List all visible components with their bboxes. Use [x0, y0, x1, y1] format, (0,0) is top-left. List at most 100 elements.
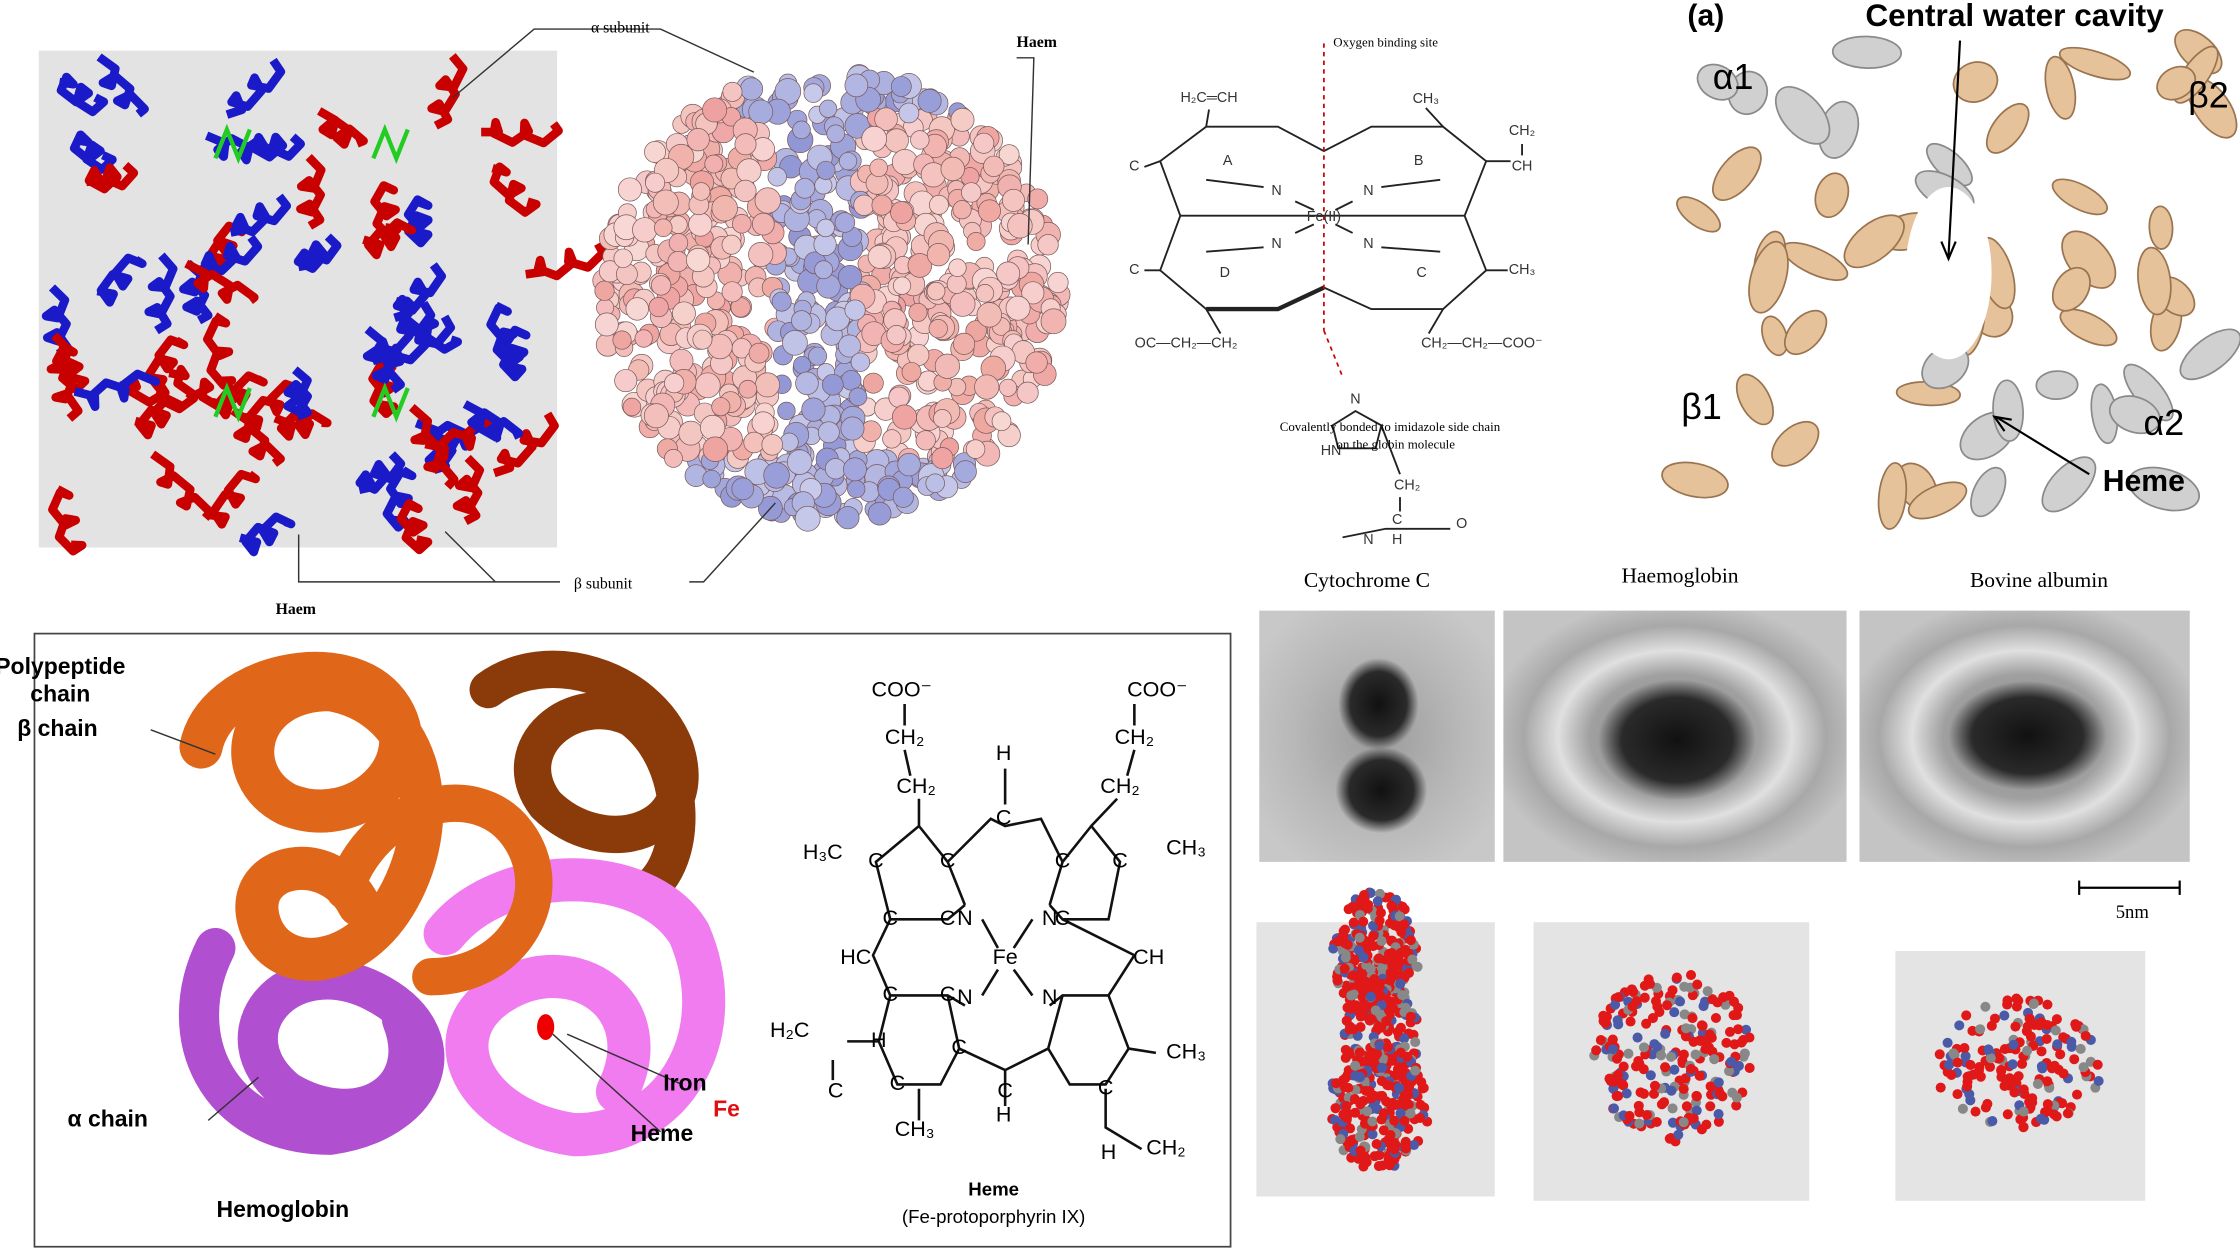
atom: [2080, 1030, 2091, 1042]
atom: [1733, 1024, 1744, 1035]
atom-label: H: [1392, 532, 1402, 548]
helix: [2148, 205, 2174, 250]
atom: [1598, 1016, 1609, 1027]
atom: [2052, 1039, 2063, 1050]
atom: [1342, 1069, 1353, 1080]
atom-label: OC—CH₂—CH₂: [1135, 335, 1238, 351]
atom: [1343, 1082, 1354, 1093]
helix: [486, 301, 524, 368]
atom: [1342, 939, 1353, 950]
atom: [1983, 1044, 1994, 1055]
atom: [1692, 979, 1703, 990]
atom: [2042, 1020, 2053, 1031]
atom: [950, 107, 975, 132]
haem-group: [213, 123, 252, 165]
atom: [743, 431, 765, 454]
atom: [1686, 1064, 1697, 1075]
atom: [1348, 917, 1359, 928]
atom-label: C: [996, 806, 1012, 830]
atom: [2093, 1075, 2104, 1087]
helix: [96, 53, 149, 118]
helix: [1774, 86, 1831, 145]
atom: [808, 346, 828, 366]
atom: [925, 473, 945, 493]
atom: [1678, 1083, 1689, 1094]
atom-label: C: [828, 1078, 844, 1102]
helix: [499, 325, 531, 382]
atom: [1359, 889, 1370, 901]
atom: [1731, 1010, 1742, 1021]
atom: [2050, 1025, 2061, 1036]
atom: [1373, 1161, 1384, 1172]
atom: [1706, 1032, 1717, 1043]
ribbon-model: [41, 53, 608, 557]
atom: [1385, 975, 1396, 986]
atom: [1399, 1033, 1410, 1044]
atom-label: B: [1414, 153, 1424, 169]
atom: [1717, 1091, 1728, 1102]
atom: [2002, 999, 2013, 1010]
atom: [1970, 1106, 1981, 1117]
atom-label: N: [957, 906, 973, 930]
atom: [678, 420, 704, 446]
helix: [2108, 395, 2161, 435]
atom: [643, 403, 669, 429]
atom: [1634, 1118, 1645, 1129]
atom: [2007, 1059, 2018, 1070]
atom: [853, 194, 875, 216]
atom: [1389, 963, 1400, 974]
atom-label: C: [1416, 265, 1426, 281]
em-title: Bovine albumin: [1970, 568, 2108, 592]
helix: [197, 234, 263, 276]
atom: [1405, 1011, 1416, 1022]
atom: [816, 218, 835, 238]
helix: [525, 241, 608, 281]
atom: [1340, 952, 1351, 963]
atom: [966, 232, 986, 251]
atom: [1365, 991, 1376, 1002]
atom: [1331, 1078, 1342, 1089]
atom: [1690, 1049, 1701, 1060]
atom: [874, 107, 898, 131]
atom: [934, 353, 961, 379]
atom: [2066, 1036, 2077, 1047]
atom: [948, 258, 967, 277]
atom: [2022, 1021, 2033, 1032]
atom: [614, 369, 638, 393]
em-particle: [1335, 747, 1428, 834]
atom: [1397, 990, 1408, 1001]
atom: [844, 299, 866, 321]
atom: [1669, 1064, 1680, 1075]
atom: [1374, 915, 1385, 926]
helix: [1952, 61, 1999, 103]
atom: [1649, 1080, 1660, 1091]
atom: [625, 297, 649, 321]
atom: [664, 373, 685, 394]
atom: [1412, 961, 1423, 972]
atom: [692, 329, 713, 350]
atom: [1351, 1000, 1362, 1011]
atom-label: CH: [1133, 945, 1164, 969]
atom: [617, 177, 642, 202]
helix: [238, 512, 296, 557]
atom: [648, 296, 669, 318]
atom: [1354, 1047, 1365, 1058]
atom: [1660, 1028, 1671, 1039]
atom: [1375, 907, 1386, 918]
atom: [1399, 1115, 1410, 1126]
atom: [2042, 1076, 2053, 1087]
atom: [1016, 381, 1039, 404]
atom: [1356, 1008, 1367, 1019]
atom: [1383, 1042, 1394, 1053]
atom: [1691, 1105, 1702, 1116]
atom: [748, 241, 774, 268]
atom: [1724, 1026, 1736, 1037]
atom: [886, 325, 907, 346]
atom: [1729, 1039, 1740, 1050]
atom: [2069, 1054, 2080, 1065]
helix: [1907, 481, 1968, 520]
atom: [848, 387, 868, 407]
atom: [1403, 1123, 1414, 1134]
atom-label: C: [951, 1035, 967, 1059]
atom: [1370, 1005, 1381, 1016]
